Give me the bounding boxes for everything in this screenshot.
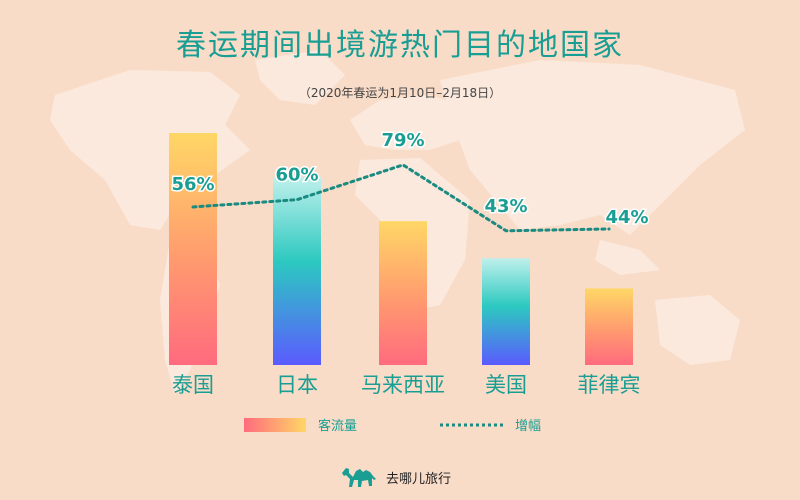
growth-label-4: 43% <box>484 196 527 217</box>
brand-name: 去哪儿旅行 <box>386 471 452 487</box>
category-label-2: 日本 <box>276 373 318 397</box>
category-label-1: 泰国 <box>172 373 214 397</box>
bar-5 <box>585 288 633 365</box>
bar-1 <box>169 133 217 365</box>
category-label-5: 菲律宾 <box>578 373 641 397</box>
legend-swatch-bar <box>244 418 306 432</box>
camel-icon <box>342 468 376 487</box>
category-labels: 泰国 日本 马来西亚 美国 菲律宾 <box>172 373 641 397</box>
growth-line-series: 56% 60% 79% 43% 44% <box>170 128 650 233</box>
chart-subtitle: （2020年春运为1月10日–2月18日） <box>298 86 502 100</box>
bar-2 <box>273 177 321 365</box>
growth-label-1: 56% <box>171 174 214 195</box>
growth-label-2: 60% <box>275 165 318 186</box>
growth-label-3: 79% <box>381 130 424 151</box>
growth-line <box>191 163 611 233</box>
growth-label-5: 44% <box>605 207 648 228</box>
legend-label-growth: 增幅 <box>515 419 541 434</box>
bar-4 <box>482 258 530 365</box>
bar-3 <box>379 221 427 365</box>
bar-series <box>169 133 633 365</box>
legend: 客流量 增幅 <box>244 418 541 434</box>
legend-label-volume: 客流量 <box>318 418 357 434</box>
brand-footer: 去哪儿旅行 <box>340 462 451 492</box>
chart-title: 春运期间出境游热门目的地国家 <box>176 28 624 63</box>
category-label-4: 美国 <box>485 373 527 397</box>
category-label-3: 马来西亚 <box>361 373 445 397</box>
